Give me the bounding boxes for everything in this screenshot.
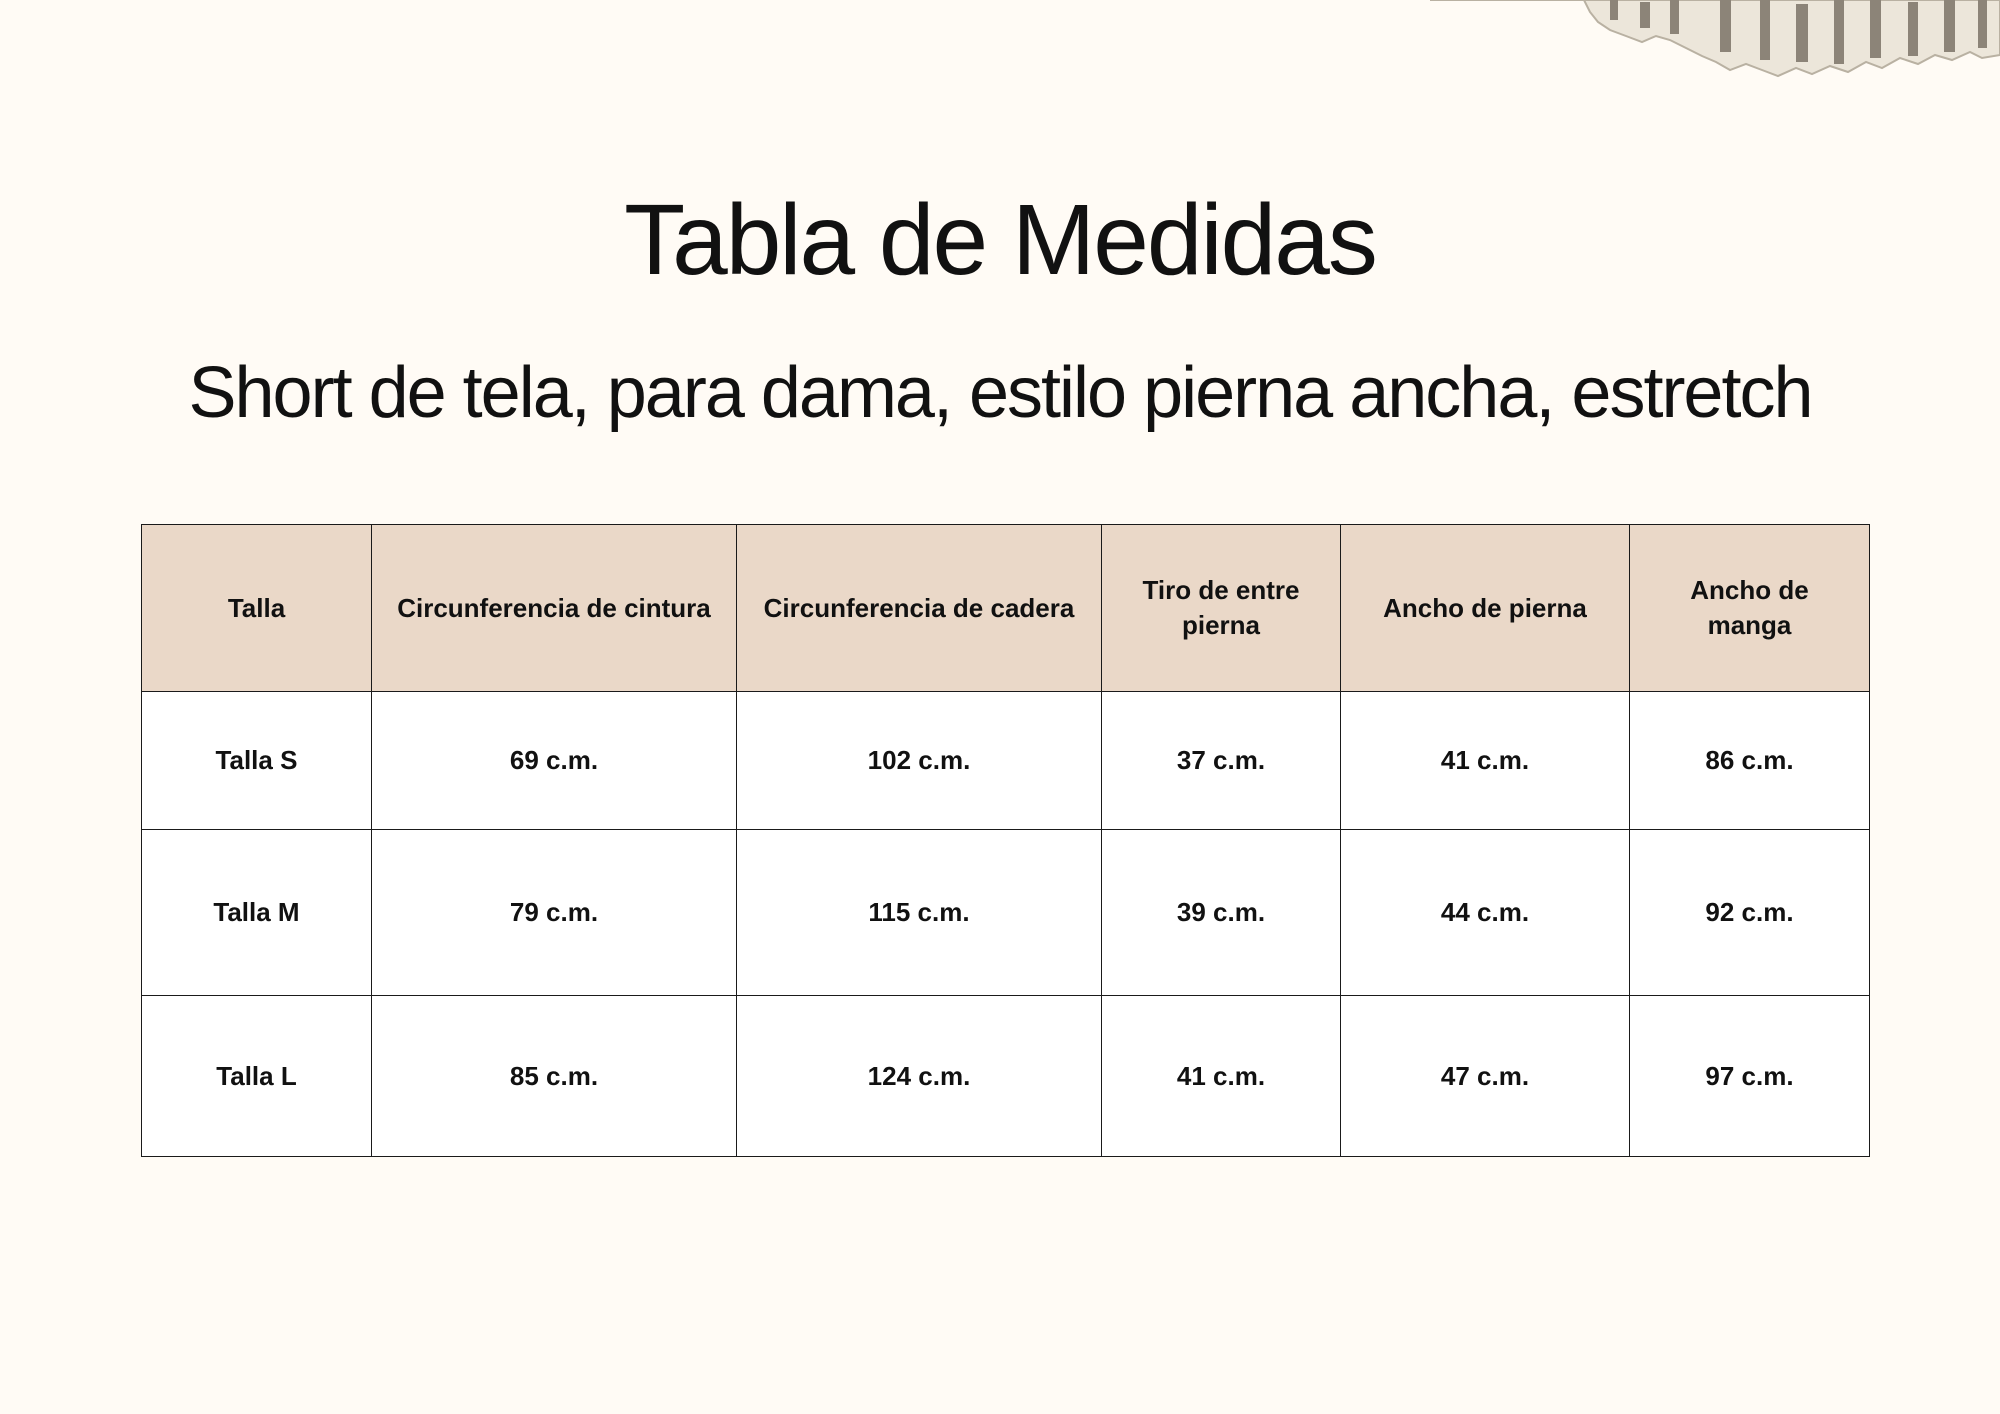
table-header-row: Talla Circunferencia de cintura Circunfe… — [141, 524, 1870, 692]
leg-width-cell: 41 c.m. — [1340, 691, 1630, 830]
table-row: Talla L 85 c.m. 124 c.m. 41 c.m. 47 c.m.… — [141, 995, 1870, 1157]
header-cell-inseam: Tiro de entre pierna — [1101, 524, 1341, 692]
size-cell: Talla M — [141, 829, 372, 996]
header-cell-size: Talla — [141, 524, 372, 692]
hip-cell: 115 c.m. — [736, 829, 1102, 996]
size-cell: Talla S — [141, 691, 372, 830]
waist-cell: 69 c.m. — [371, 691, 737, 830]
header-cell-hip: Circunferencia de cadera — [736, 524, 1102, 692]
inseam-cell: 41 c.m. — [1101, 995, 1341, 1157]
waist-cell: 79 c.m. — [371, 829, 737, 996]
inseam-cell: 37 c.m. — [1101, 691, 1341, 830]
sleeve-width-cell: 97 c.m. — [1629, 995, 1870, 1157]
waist-cell: 85 c.m. — [371, 995, 737, 1157]
leg-width-cell: 47 c.m. — [1340, 995, 1630, 1157]
header-cell-waist: Circunferencia de cintura — [371, 524, 737, 692]
size-cell: Talla L — [141, 995, 372, 1157]
page-title: Tabla de Medidas — [624, 184, 1378, 296]
size-chart-table: Talla Circunferencia de cintura Circunfe… — [141, 524, 1870, 1157]
table-row: Talla S 69 c.m. 102 c.m. 37 c.m. 41 c.m.… — [141, 691, 1870, 830]
leg-width-cell: 44 c.m. — [1340, 829, 1630, 996]
header-cell-sleeve-width: Ancho de manga — [1629, 524, 1870, 692]
table-row: Talla M 79 c.m. 115 c.m. 39 c.m. 44 c.m.… — [141, 829, 1870, 996]
inseam-cell: 39 c.m. — [1101, 829, 1341, 996]
product-subtitle: Short de tela, para dama, estilo pierna … — [188, 353, 1813, 433]
hip-cell: 102 c.m. — [736, 691, 1102, 830]
sleeve-width-cell: 92 c.m. — [1629, 829, 1870, 996]
sleeve-width-cell: 86 c.m. — [1629, 691, 1870, 830]
header-cell-leg-width: Ancho de pierna — [1340, 524, 1630, 692]
hip-cell: 124 c.m. — [736, 995, 1102, 1157]
torn-newspaper-decoration — [1430, 0, 2000, 78]
